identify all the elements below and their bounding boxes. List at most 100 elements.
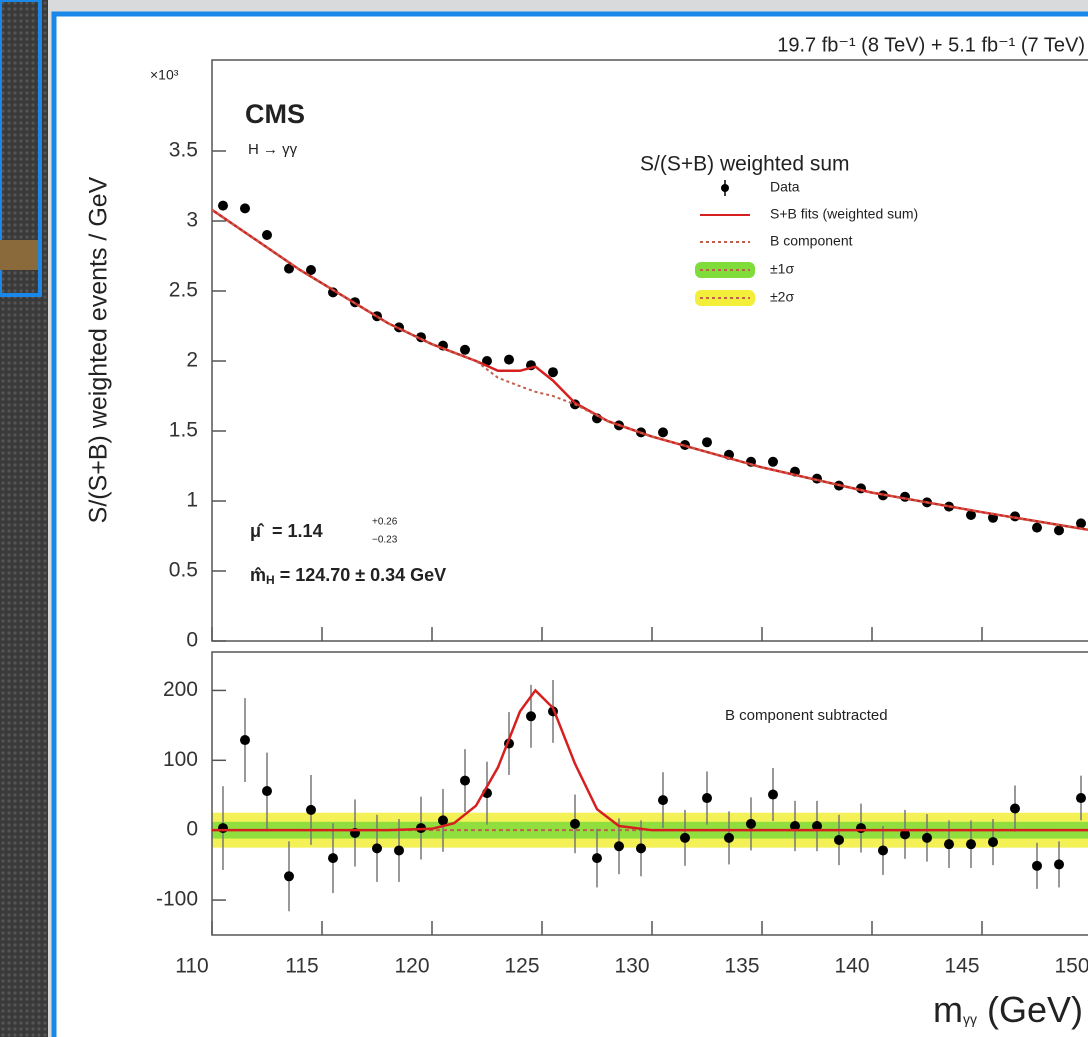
data-point [724,832,734,843]
x-tick-label: 150 [1054,955,1088,978]
data-point [702,793,712,804]
x-tick-label: 120 [394,955,429,978]
data-point [790,820,800,831]
data-point [768,789,778,800]
x-tick-label: 125 [504,955,539,978]
data-point [372,843,382,854]
y-axis-label: S/(S+B) weighted events / GeV [85,176,113,523]
fit-line [212,688,1088,832]
mu-symbol: μ̂ [250,521,265,541]
data-point [1054,859,1064,870]
data-point [746,818,756,829]
mass-symbol: m̂ [250,565,266,585]
data-point [592,853,602,864]
data-point [262,786,272,797]
y-tick-label: 3 [186,209,198,232]
mass-value: = 124.70 ± 0.34 GeV [280,565,447,585]
y-tick-label: 2.5 [169,279,198,302]
data-point [284,263,294,274]
x-axis-label: mγγ (GeV) [933,989,1083,1030]
data-point [460,344,470,355]
data-point [658,795,668,806]
data-point [680,832,690,843]
data-point [614,841,624,852]
x-tick-label: 140 [834,955,869,978]
y-multiplier: ×10³ [150,67,179,83]
legend-title: S/(S+B) weighted sum [640,153,850,176]
image-frame[interactable] [51,11,1088,1037]
data-point [988,837,998,848]
data-point [636,843,646,854]
mass-result: m̂H = 124.70 ± 0.34 GeV [250,565,446,587]
data-point [306,804,316,815]
data-point [812,820,822,831]
y-tick-label: 100 [163,748,198,771]
y-tick-label: 0 [186,818,198,841]
x-tick-label: 130 [614,955,649,978]
lumi-label: 19.7 fb⁻¹ (8 TeV) + 5.1 fb⁻¹ (7 TeV) [777,34,1085,56]
process-label: H → γγ [248,141,298,158]
data-point [878,845,888,856]
y-tick-label: 2 [186,349,198,372]
fit-line [211,208,1088,531]
legend-label: B component [770,233,853,249]
data-point [526,711,536,722]
data-point [658,427,668,438]
lower-annotation: B component subtracted [725,707,888,724]
data-point [218,823,228,834]
data-point [1010,803,1020,814]
x-label-symbol: m [933,989,963,1030]
y-tick-label: 0.5 [169,559,198,582]
data-point [966,510,976,520]
data-point [438,815,448,826]
data-point [548,367,558,378]
y-tick-label: 1 [186,489,198,512]
x-tick-label: 110 [175,955,208,978]
data-point [328,853,338,864]
y-tick-label: 1.5 [169,419,198,442]
mu-down: −0.23 [372,535,398,546]
data-point [1054,525,1064,536]
x-tick-label: 145 [944,955,979,978]
data-point [966,839,976,850]
data-point [394,845,404,856]
data-point [900,829,910,840]
mu-result: μ̂ = 1.14 [250,521,323,541]
mu-up: +0.26 [372,517,398,528]
mu-value: = 1.14 [272,521,323,541]
data-point [856,823,866,834]
legend-label: Data [770,179,800,195]
data-point [240,735,250,746]
legend-label: ±1σ [770,261,794,277]
y-tick-label: 0 [186,629,198,652]
data-point [328,287,338,298]
data-point [460,775,470,786]
x-tick-label: 135 [724,955,759,978]
data-point [1032,860,1042,871]
data-point [240,203,250,214]
legend-label: S+B fits (weighted sum) [770,206,918,222]
data-point [306,265,316,275]
data-point [1076,793,1086,804]
data-point [834,834,844,845]
data-point [284,871,294,882]
thumbnail-strip [0,240,38,270]
data-point [504,354,514,365]
data-point [218,200,228,211]
data-point [1032,522,1042,533]
y-tick-label: 3.5 [169,139,198,162]
data-point [1076,518,1086,529]
x-label-sub: γγ [963,1011,977,1027]
legend-label: ±2σ [770,289,794,305]
data-point [768,456,778,467]
data-point [922,832,932,843]
x-tick-label: 115 [285,955,318,978]
data-point [262,230,272,240]
data-point [944,839,954,850]
data-point [702,437,712,448]
y-tick-label: -100 [156,888,198,911]
x-label-unit: (GeV) [987,989,1083,1030]
y-tick-label: 200 [163,678,198,701]
